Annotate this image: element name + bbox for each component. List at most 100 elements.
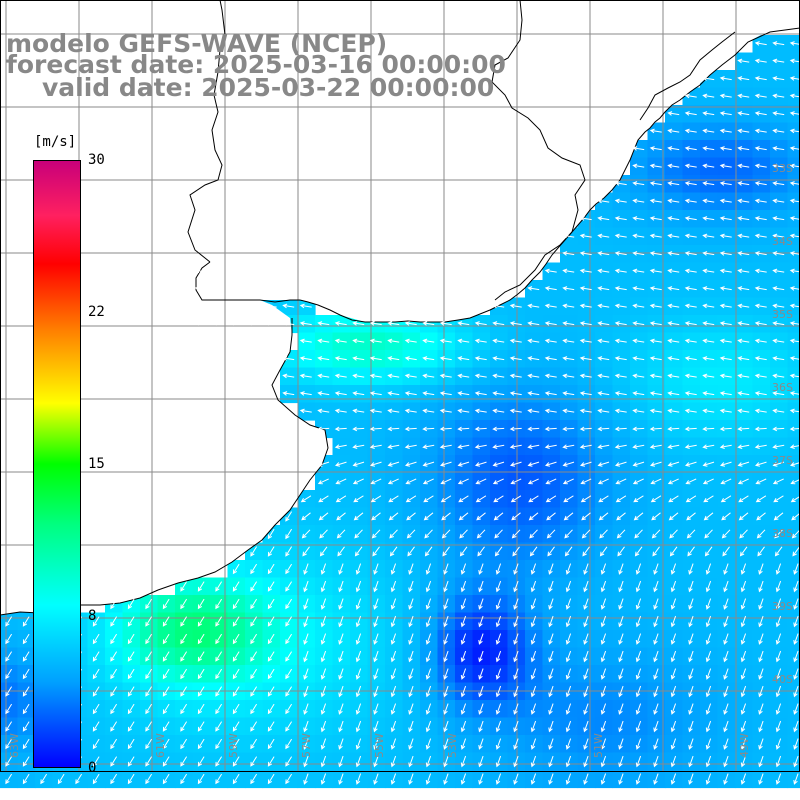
wind-arrow <box>495 615 502 628</box>
wind-arrow <box>405 478 417 485</box>
wind-arrow <box>355 773 362 785</box>
wind-arrow <box>754 41 767 46</box>
wind-arrow <box>600 563 607 575</box>
wind-arrow <box>334 391 347 396</box>
wind-arrow <box>232 703 240 715</box>
wind-arrow <box>600 755 607 768</box>
wind-arrow <box>702 146 715 151</box>
wind-arrow <box>740 615 747 628</box>
wind-arrow <box>460 633 467 645</box>
wind-speed-cell <box>787 542 800 561</box>
wind-arrow <box>320 563 327 575</box>
wind-arrow <box>632 268 645 274</box>
wind-arrow <box>667 408 680 414</box>
wind-arrow <box>390 738 397 750</box>
wind-arrow <box>267 668 275 680</box>
wind-arrow <box>440 461 452 467</box>
wind-arrow <box>635 703 642 715</box>
wind-arrow <box>460 598 467 610</box>
wind-arrow <box>317 321 330 326</box>
wind-arrow <box>740 773 747 785</box>
wind-arrow <box>614 216 627 221</box>
wind-arrow <box>495 738 502 750</box>
wind-arrow <box>772 286 785 291</box>
wind-arrow <box>162 686 170 697</box>
wind-arrow <box>303 615 309 628</box>
wind-arrow <box>599 529 608 539</box>
wind-arrow <box>772 303 785 309</box>
wind-arrow <box>302 546 310 557</box>
wind-arrow <box>22 721 30 732</box>
wind-arrow <box>544 426 557 432</box>
wind-arrow <box>92 686 100 697</box>
wind-arrow <box>719 146 732 151</box>
wind-arrow <box>772 268 785 274</box>
wind-arrow <box>653 755 659 768</box>
wind-arrow <box>338 650 344 663</box>
wind-arrow <box>212 268 225 274</box>
wind-arrow <box>597 198 610 204</box>
wind-arrow <box>565 668 572 680</box>
wind-arrow <box>702 198 715 204</box>
wind-arrow <box>579 444 592 449</box>
lon-label: 49W <box>738 733 751 758</box>
lon-label: 53W <box>446 733 459 758</box>
wind-arrow <box>303 755 309 768</box>
wind-arrow <box>513 668 519 680</box>
wind-arrow <box>267 581 275 592</box>
wind-arrow <box>460 773 467 785</box>
wind-arrow <box>737 444 750 449</box>
wind-arrow <box>478 773 484 785</box>
wind-arrow <box>667 146 680 151</box>
wind-arrow <box>373 598 379 610</box>
wind-arrow <box>352 444 365 449</box>
wind-arrow <box>352 321 365 326</box>
wind-arrow <box>793 668 799 680</box>
wind-arrow <box>737 216 750 221</box>
wind-arrow <box>667 338 680 344</box>
wind-arrow <box>565 650 572 663</box>
wind-arrow <box>492 478 504 485</box>
wind-arrow <box>232 616 240 627</box>
wind-arrow <box>684 356 697 361</box>
wind-arrow <box>738 512 749 521</box>
wind-arrow <box>670 685 677 698</box>
wind-arrow <box>335 478 347 485</box>
wind-arrow <box>180 616 188 627</box>
wind-arrow <box>775 755 782 768</box>
wind-arrow <box>719 233 732 239</box>
wind-arrow <box>373 703 379 715</box>
wind-arrow <box>649 216 662 221</box>
wind-arrow <box>653 685 659 698</box>
wind-arrow <box>460 685 467 698</box>
wind-arrow <box>478 615 484 628</box>
wind-arrow <box>406 512 416 521</box>
wind-arrow <box>530 738 537 750</box>
south-america-land <box>0 0 800 615</box>
wind-arrow <box>285 721 293 732</box>
wind-arrow <box>614 198 627 204</box>
wind-arrow <box>772 373 785 379</box>
lat-label: 40S <box>772 673 793 686</box>
wind-arrow <box>145 668 153 680</box>
wind-arrow <box>5 721 13 732</box>
wind-arrow <box>773 495 784 503</box>
wind-arrow <box>215 598 223 610</box>
wind-arrow <box>649 181 662 186</box>
wind-arrow <box>299 373 312 379</box>
wind-arrow <box>618 633 624 645</box>
wind-arrow <box>513 738 519 750</box>
wind-arrow <box>737 321 750 326</box>
wind-arrow <box>583 773 589 785</box>
wind-arrow <box>180 651 188 662</box>
wind-arrow <box>688 563 694 575</box>
wind-arrow <box>355 738 362 750</box>
wind-arrow <box>247 321 260 326</box>
wind-arrow <box>754 76 767 81</box>
wind-arrow <box>649 338 662 344</box>
wind-arrow <box>22 773 30 785</box>
wind-arrow <box>197 703 205 715</box>
wind-arrow <box>336 529 346 539</box>
wind-arrow <box>719 181 732 186</box>
wind-arrow <box>684 198 697 204</box>
